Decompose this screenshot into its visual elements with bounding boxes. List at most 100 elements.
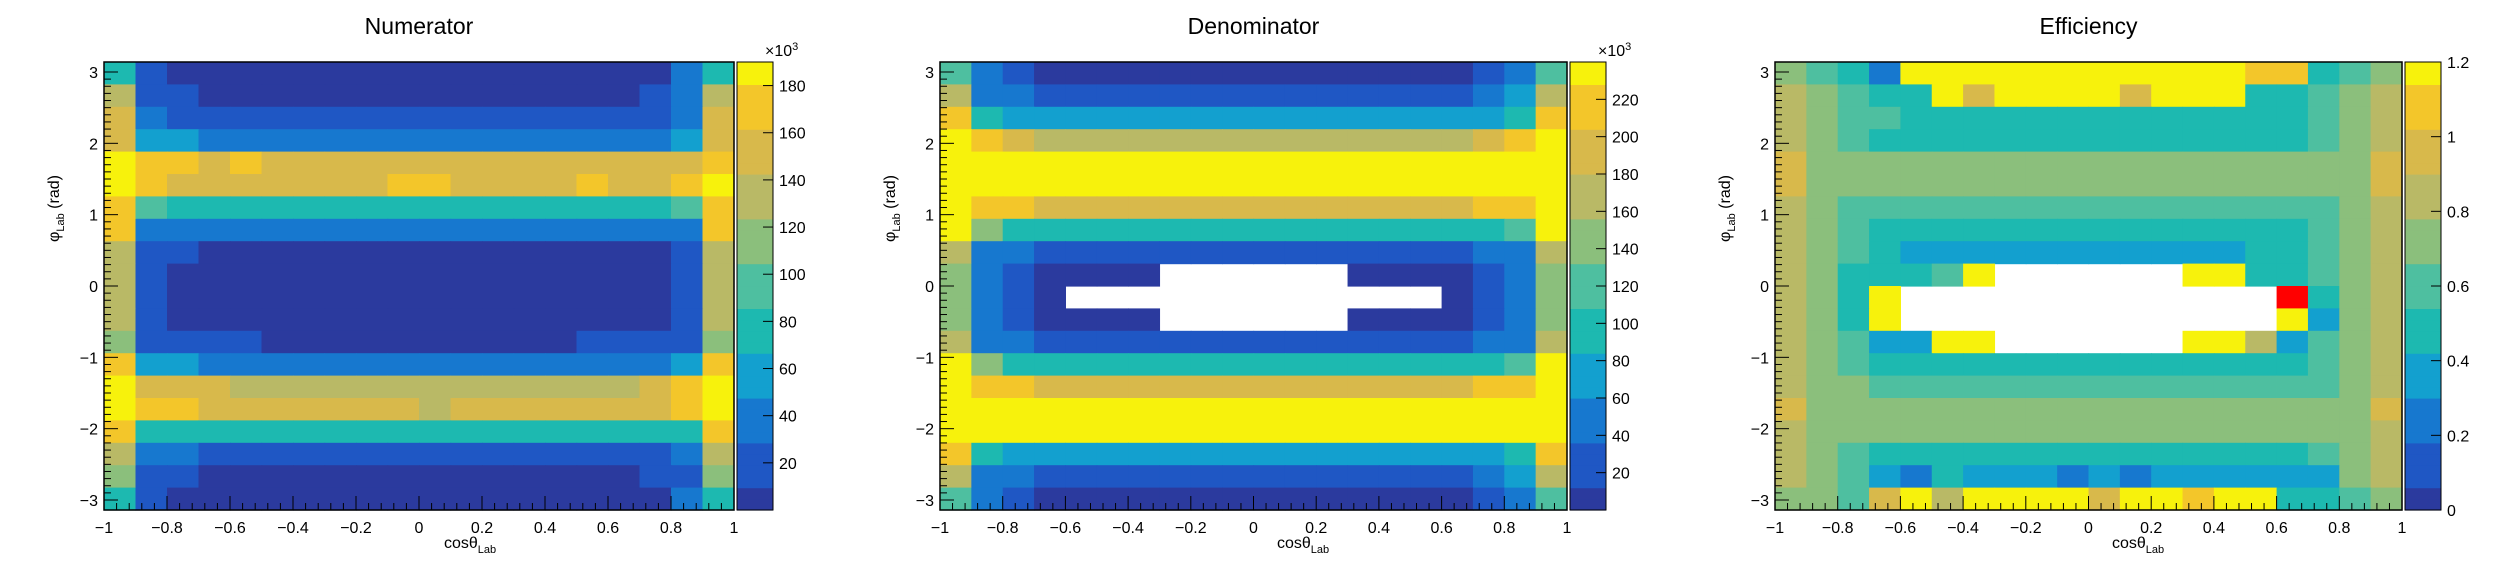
heatmap-cell: [2025, 129, 2058, 153]
colorbar-band: [2405, 162, 2441, 175]
heatmap-cell: [1002, 442, 1035, 466]
heatmap-cell: [2339, 241, 2372, 265]
heatmap-cell: [513, 241, 546, 265]
heatmap-cell: [1159, 398, 1192, 421]
heatmap-cell: [576, 196, 609, 220]
heatmap-cell: [1869, 353, 1901, 377]
heatmap-cell: [387, 487, 420, 511]
heatmap-cell: [2370, 353, 2403, 377]
heatmap-cell: [387, 218, 420, 242]
heatmap-cell: [1504, 465, 1537, 489]
heatmap-cell: [702, 196, 735, 220]
heatmap-cell: [1775, 308, 1807, 332]
heatmap-cell: [2088, 375, 2121, 399]
x-tick-label: 0.2: [1305, 520, 1327, 537]
heatmap-cell: [1806, 151, 1839, 175]
colorbar-band: [2405, 342, 2441, 354]
heatmap-cell: [2057, 375, 2090, 399]
heatmap-cell: [971, 330, 1004, 354]
heatmap-cell: [1128, 218, 1161, 242]
heatmap-cell: [971, 106, 1004, 130]
heatmap-cell: [2276, 62, 2309, 85]
heatmap-cell: [198, 420, 231, 444]
heatmap-cell: [971, 308, 1004, 332]
heatmap-cell: [576, 442, 609, 466]
heatmap-cell: [1002, 174, 1035, 197]
heatmap-cell: [1994, 129, 2027, 153]
heatmap-cell: [702, 442, 735, 466]
colorbar-band: [2405, 62, 2441, 74]
colorbar-band: [2405, 230, 2441, 242]
heatmap-cell: [671, 465, 704, 489]
heatmap-cell: [2151, 398, 2184, 421]
heatmap-cell: [1535, 129, 1568, 153]
heatmap-cell: [1159, 353, 1192, 377]
heatmap-cell: [1963, 442, 1996, 466]
heatmap-cell: [1347, 442, 1380, 466]
colorbar-band: [2405, 263, 2441, 276]
heatmap-cell: [2276, 330, 2309, 354]
heatmap-cell: [2339, 465, 2372, 489]
heatmap-cell: [356, 286, 389, 309]
heatmap-cell: [940, 84, 972, 108]
heatmap-cell: [1775, 129, 1807, 153]
y-tick-label: 3: [89, 65, 98, 82]
heatmap-cell: [513, 353, 546, 377]
heatmap-cell: [1253, 151, 1286, 175]
heatmap-cell: [167, 465, 200, 489]
heatmap-cell: [1535, 174, 1568, 197]
heatmap-cell: [702, 84, 735, 108]
heatmap-cell: [2307, 241, 2340, 265]
heatmap-cell: [513, 330, 546, 354]
heatmap-cell: [1410, 308, 1443, 332]
heatmap-cell: [450, 353, 483, 377]
heatmap-cell: [1931, 62, 1964, 85]
colorbar-band: [1570, 319, 1606, 332]
heatmap-cell: [198, 286, 231, 309]
heatmap-cell: [1378, 241, 1411, 265]
heatmap-cell: [1963, 84, 1996, 108]
heatmap-cell: [2151, 353, 2184, 377]
heatmap-cell: [230, 263, 263, 287]
heatmap-cell: [1441, 398, 1474, 421]
heatmap-cell: [293, 218, 326, 242]
heatmap-cell: [387, 129, 420, 153]
heatmap-cell: [230, 129, 263, 153]
colorbar-band: [737, 241, 773, 253]
heatmap-cell: [1837, 330, 1870, 354]
heatmap-cell: [198, 330, 231, 354]
heatmap-cell: [2370, 465, 2403, 489]
heatmap-cell: [2213, 241, 2246, 265]
heatmap-cell: [1472, 174, 1505, 197]
heatmap-cell: [1128, 106, 1161, 130]
heatmap-cell: [940, 174, 972, 197]
heatmap-cell: [450, 375, 483, 399]
heatmap-cell: [167, 106, 200, 130]
colorbar-band: [1570, 84, 1606, 97]
heatmap-cell: [135, 62, 168, 85]
heatmap-cell: [940, 263, 972, 287]
heatmap-cell: [1378, 84, 1411, 108]
heatmap-cell: [1931, 263, 1964, 287]
heatmap-cell: [2057, 420, 2090, 444]
colorbar-tick-label: 140: [779, 173, 806, 190]
heatmap-cell: [1065, 84, 1098, 108]
heatmap-cell: [1284, 420, 1317, 444]
heatmap-cell: [1472, 151, 1505, 175]
colorbar-band: [2405, 73, 2441, 85]
heatmap-cell: [1128, 398, 1161, 421]
heatmap-cell: [419, 286, 452, 309]
heatmap-cell: [167, 174, 200, 197]
heatmap-cell: [1316, 420, 1349, 444]
heatmap-cell: [1034, 106, 1066, 130]
heatmap-cell: [1900, 375, 1933, 399]
heatmap-cell: [1096, 106, 1129, 130]
heatmap-cell: [1472, 330, 1505, 354]
heatmap-cell: [1410, 218, 1443, 242]
heatmap-cell: [2119, 398, 2152, 421]
heatmap-cell: [2339, 174, 2372, 197]
heatmap-cell: [2119, 218, 2152, 242]
heatmap-cell: [1065, 353, 1098, 377]
heatmap-cell: [1253, 330, 1286, 354]
heatmap-cell: [230, 353, 263, 377]
